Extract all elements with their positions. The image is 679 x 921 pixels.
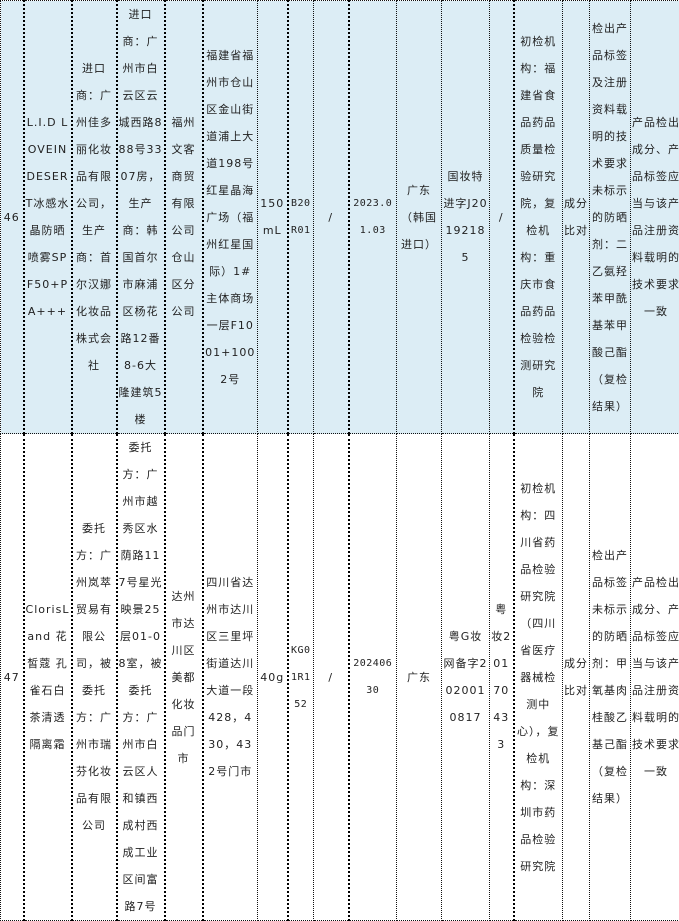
specification-cell: 40g [258,434,288,921]
applicant-address-cell: 进口商：广州市白云区云城西路888号3307房，生产商：韩国首尔市麻浦区杨花路1… [117,1,165,434]
testing-agency-cell: 初检机构：四川省药品检验研究院（四川省医疗器械检测中心），复检机构：深圳市药品检… [514,434,563,921]
applicant-address-cell: 委托方：广州市越秀区水荫路117号星光映景25层01-08室，被委托方：广州市白… [117,434,165,921]
product-name-cell: ClorisLand 花皙蔻 孔雀石白茶清透隔离霜 [24,434,72,921]
region-cell: 广东 [397,434,442,921]
license-number-cell: 粤G妆网备字2020010817 [442,434,490,921]
standard-requirement-cell: 产品检出成分、产品标签应当与该产品注册资料载明的技术要求一致 [631,1,679,434]
nonconforming-result-cell: 检出产品标签及注册资料载明的技术要求未标示的防晒剂：二乙氨羟苯甲酰基苯甲酸己酯（… [590,1,631,434]
production-date-cell: 2023.01.03 [349,1,397,434]
row-number-cell: 47 [1,434,24,921]
standard-requirement-cell: 产品检出成分、产品标签应当与该产品注册资料载明的技术要求一致 [631,434,679,921]
region-cell: 广东（韩国进口） [397,1,442,434]
testing-agency-cell: 初检机构：福建省食品药品质量检验研究院，复检机构：重庆市食品药品检验检测研究院 [514,1,563,434]
record-number-cell: 粤妆20170433 [490,434,514,921]
record-number-cell: / [490,1,514,434]
production-date-placeholder-cell: / [314,1,349,434]
production-date-cell: 20240630 [349,434,397,921]
test-item-cell: 成分比对 [563,434,590,921]
row-number-cell: 46 [1,1,24,434]
nonconforming-result-cell: 检出产品标签未标示的防晒剂：甲氧基肉桂酸乙基己酯（复检结果） [590,434,631,921]
store-address-cell: 福建省福州市仓山区金山街道浦上大道198号红星晶海广场（福州红星国际）1#主体商… [203,1,258,434]
sampled-store-cell: 达州市达川区美都化妆品门市 [165,434,203,921]
applicant-company-cell: 委托方：广州岚萃贸易有限公司，被委托方：广州市瑞芬化妆品有限公司 [72,434,117,921]
applicant-company-cell: 进口商：广州佳多丽化妆品有限公司，生产商：首尔汉娜化妆品株式会社 [72,1,117,434]
batch-number-cell: KG01R152 [288,434,314,921]
specification-cell: 150mL [258,1,288,434]
product-name-cell: L.I.D LOVEINDESERT冰感水晶防晒喷雾SPF50+PA+++ [24,1,72,434]
license-number-cell: 国妆特进字J20192185 [442,1,490,434]
test-item-cell: 成分比对 [563,1,590,434]
sampled-store-cell: 福州文客商贸有限公司仓山区分公司 [165,1,203,434]
production-date-placeholder-cell: / [314,434,349,921]
batch-number-cell: B20R01 [288,1,314,434]
store-address-cell: 四川省达州市达川区三里坪街道达川大道一段428，430，432号门市 [203,434,258,921]
